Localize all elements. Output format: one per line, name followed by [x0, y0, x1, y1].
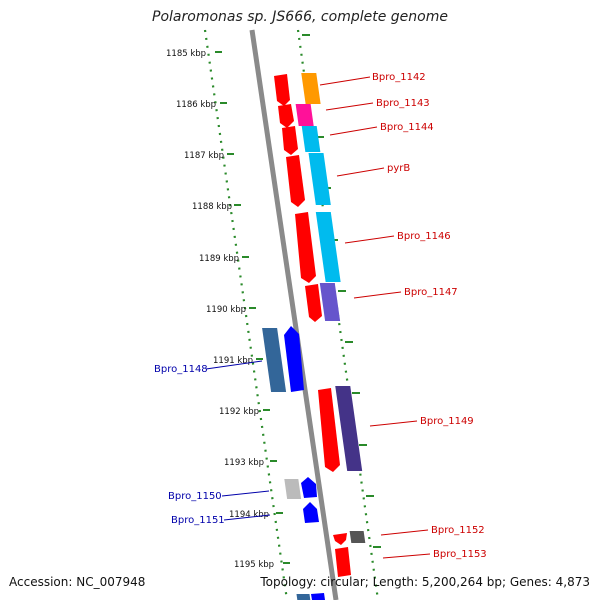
gene-box — [262, 328, 287, 392]
gene-box — [301, 73, 321, 104]
gene-arrow — [278, 104, 294, 128]
gene-arrow — [303, 502, 319, 523]
gene-box — [335, 386, 363, 471]
gene-box — [301, 126, 321, 152]
kbp-label: 1186 kbp — [176, 100, 216, 110]
gene-arrow — [284, 326, 304, 392]
genome-backbone — [249, 29, 339, 600]
gene-box — [319, 283, 341, 321]
gene-arrow — [301, 477, 317, 498]
forward-genes — [274, 73, 366, 577]
gene-box — [349, 531, 366, 543]
gene-label-bpro-1143: Bpro_1143 — [376, 98, 430, 109]
kbp-label: 1193 kbp — [224, 458, 264, 468]
gene-box — [308, 153, 331, 205]
gene-box — [315, 212, 341, 282]
gene-label-bpro-1152: Bpro_1152 — [431, 525, 485, 536]
gene-label-bpro-1150: Bpro_1150 — [168, 491, 222, 502]
kbp-label: 1195 kbp — [234, 560, 274, 570]
kbp-label: 1194 kbp — [229, 510, 269, 520]
gene-arrow — [282, 126, 298, 155]
gene-label-bpro-1142: Bpro_1142 — [372, 72, 426, 83]
gene-box — [284, 479, 302, 499]
gene-box — [296, 594, 311, 600]
gene-box — [295, 104, 314, 126]
kbp-ticks-left — [215, 51, 290, 564]
gene-label-bpro-1144: Bpro_1144 — [380, 122, 434, 133]
gene-label-bpro-1146: Bpro_1146 — [397, 231, 451, 242]
kbp-labels: 1185 kbp 1186 kbp 1187 kbp 1188 kbp 1189… — [166, 49, 274, 570]
kbp-label: 1188 kbp — [192, 202, 232, 212]
gene-label-bpro-1148: Bpro_1148 — [154, 364, 208, 375]
accession-text: Accession: NC_007948 — [9, 575, 146, 589]
gene-arrow — [318, 388, 340, 472]
gene-arrow — [295, 212, 316, 283]
reverse-labels: Bpro_1148 Bpro_1150 Bpro_1151 — [154, 364, 225, 526]
reverse-genes — [262, 326, 325, 600]
gene-label-bpro-1147: Bpro_1147 — [404, 287, 458, 298]
gene-arrow — [286, 155, 305, 207]
forward-labels: Bpro_1142 Bpro_1143 Bpro_1144 pyrB Bpro_… — [372, 72, 487, 560]
map-title: Polaromonas sp. JS666, complete genome — [152, 9, 448, 25]
kbp-label: 1187 kbp — [184, 151, 224, 161]
gene-arrow — [311, 593, 325, 600]
gene-arrow — [335, 547, 351, 577]
gene-label-bpro-1151: Bpro_1151 — [171, 515, 225, 526]
kbp-label: 1190 kbp — [206, 305, 246, 315]
kbp-label: 1191 kbp — [213, 356, 253, 366]
gene-label-pyrb: pyrB — [387, 163, 410, 174]
topology-text: Topology: circular; Length: 5,200,264 bp… — [260, 575, 590, 589]
kbp-label: 1192 kbp — [219, 407, 259, 417]
gene-arrow — [305, 284, 322, 322]
gene-arrow — [333, 533, 347, 545]
forward-leaders — [319, 76, 431, 559]
kbp-label: 1185 kbp — [166, 49, 206, 59]
gene-arrow — [274, 74, 290, 106]
gene-label-bpro-1149: Bpro_1149 — [420, 416, 474, 427]
reverse-leaders — [205, 360, 271, 521]
gene-label-bpro-1153: Bpro_1153 — [433, 549, 487, 560]
kbp-label: 1189 kbp — [199, 254, 239, 264]
